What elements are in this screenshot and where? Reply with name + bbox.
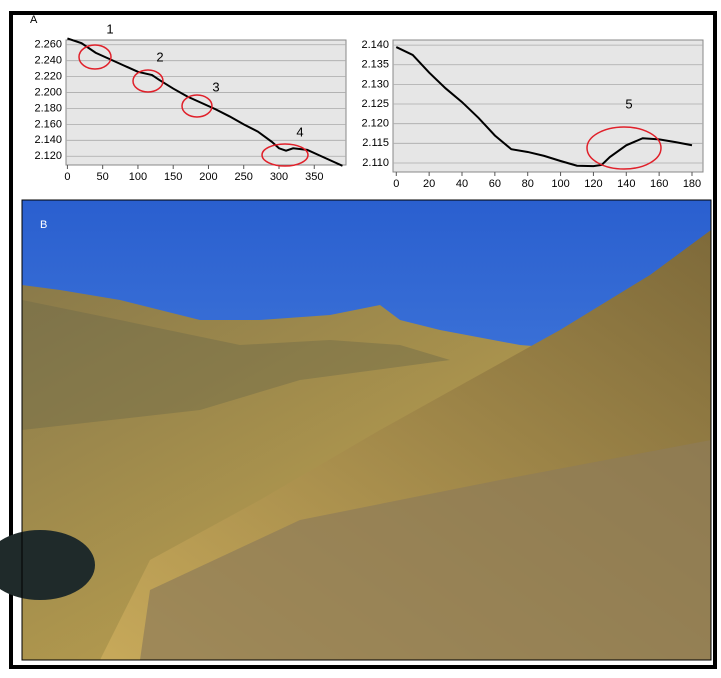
photo: [0, 200, 711, 660]
x-tick-label: 60: [489, 178, 501, 190]
y-tick-label: 2.125: [361, 98, 389, 110]
y-tick-label: 2.115: [362, 137, 389, 149]
annotation-label: 4: [296, 124, 303, 139]
annotation-label: 3: [212, 79, 219, 94]
y-tick-label: 2.220: [34, 71, 62, 83]
panel-label: B: [40, 219, 47, 231]
x-tick-label: 140: [617, 178, 635, 190]
y-tick-label: 2.160: [34, 118, 62, 130]
x-tick-label: 350: [305, 171, 323, 183]
x-tick-label: 80: [522, 178, 534, 190]
annotation-label: 1: [106, 21, 113, 36]
y-tick-label: 2.120: [34, 150, 62, 162]
y-tick-label: 2.140: [361, 39, 389, 51]
y-tick-label: 2.240: [34, 55, 62, 67]
y-tick-label: 2.180: [34, 102, 62, 114]
x-tick-label: 100: [129, 171, 147, 183]
y-tick-label: 2.130: [361, 78, 389, 90]
x-tick-label: 100: [551, 178, 569, 190]
y-tick-label: 2.110: [362, 157, 389, 169]
x-tick-label: 50: [97, 171, 109, 183]
figure: A B 2.120 2.140 2.160 2.180 2.200 2.220 2.240 2…: [0, 0, 721, 673]
x-tick-label: 160: [650, 178, 668, 190]
y-tick-label: 2.120: [361, 118, 389, 130]
panel-label: A: [30, 14, 38, 26]
x-tick-label: 0: [393, 178, 399, 190]
x-tick-label: 200: [199, 171, 217, 183]
x-tick-label: 120: [584, 178, 602, 190]
x-tick-label: 20: [423, 178, 435, 190]
x-tick-label: 40: [456, 178, 468, 190]
x-tick-label: 250: [235, 171, 253, 183]
x-tick-label: 0: [64, 171, 70, 183]
y-tick-label: 2.135: [361, 59, 389, 71]
annotation-label: 5: [625, 96, 632, 111]
x-tick-label: 300: [270, 171, 288, 183]
y-tick-label: 2.200: [34, 86, 62, 98]
x-tick-label: 150: [164, 171, 182, 183]
plot-area: [393, 40, 703, 172]
x-tick-label: 180: [683, 178, 701, 190]
annotation-label: 2: [156, 49, 163, 64]
y-tick-label: 2.140: [34, 134, 62, 146]
y-tick-label: 2.260: [34, 39, 62, 51]
